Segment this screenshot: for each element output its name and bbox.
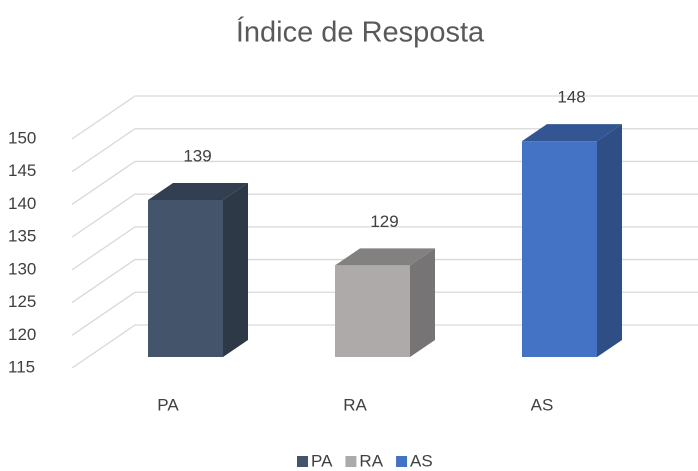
data-label: 129 <box>370 212 398 231</box>
bar-front <box>148 199 223 357</box>
bar <box>148 182 248 357</box>
grid-line <box>71 128 698 173</box>
y-tick-label: 140 <box>8 194 36 213</box>
x-tick-label: PA <box>157 395 179 414</box>
legend-label: RA <box>359 451 383 470</box>
bar-side <box>410 248 435 357</box>
data-label: 139 <box>183 146 211 165</box>
legend-label: AS <box>410 451 433 470</box>
bar <box>335 248 435 357</box>
grid-line <box>71 291 698 336</box>
y-tick-label: 115 <box>8 357 35 376</box>
grid-line <box>71 258 698 304</box>
legend-swatch <box>396 456 408 467</box>
grid-line <box>71 95 698 140</box>
bar-top <box>522 124 622 142</box>
bar-front <box>335 265 410 357</box>
legend-swatch <box>297 456 308 467</box>
x-tick-label: AS <box>531 395 554 414</box>
y-tick-label: 150 <box>8 128 36 147</box>
bar <box>522 124 622 357</box>
grid-line <box>71 193 698 238</box>
x-tick-label: RA <box>343 395 367 414</box>
bar-top <box>148 182 248 200</box>
bar-side <box>223 182 248 357</box>
legend-label: PA <box>311 451 333 470</box>
legend-swatch <box>345 456 357 467</box>
y-tick-label: 120 <box>8 325 36 344</box>
data-label: 148 <box>557 88 585 107</box>
bar-side <box>597 124 622 357</box>
grid-line <box>71 324 698 369</box>
y-tick-label: 125 <box>8 292 36 311</box>
chart-title: Índice de Resposta <box>236 16 485 49</box>
y-tick-label: 145 <box>8 161 36 180</box>
grid-line <box>71 160 698 205</box>
y-tick-label: 135 <box>8 227 36 246</box>
bar-front <box>522 141 597 357</box>
bar-top <box>335 248 435 266</box>
y-tick-label: 130 <box>8 259 36 278</box>
grid-line <box>71 226 698 271</box>
